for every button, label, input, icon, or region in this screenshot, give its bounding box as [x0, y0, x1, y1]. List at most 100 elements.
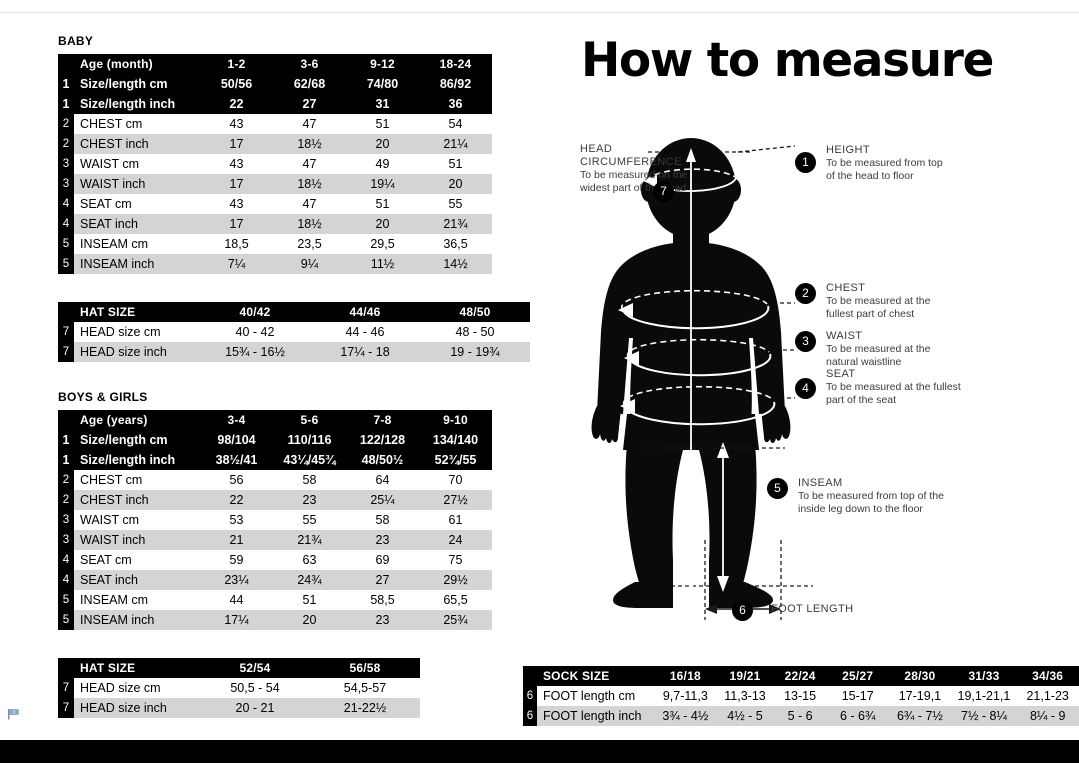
annotation-desc-line2: natural waistline: [826, 355, 902, 368]
table-row: 3 WAIST inch 17 18½ 19¼ 20: [58, 174, 492, 194]
value-cell: 17: [200, 134, 273, 154]
column-header-label: Age (month): [74, 54, 200, 74]
value-cell: 65,5: [419, 590, 492, 610]
table-row: 5 INSEAM cm 18,5 23,5 29,5 36,5: [58, 234, 492, 254]
annotation-height: HEIGHT To be measured from top of the he…: [826, 144, 976, 182]
value-cell: 23,5: [273, 234, 346, 254]
value-cell: 40 - 42: [200, 322, 310, 342]
row-number-cell: 7: [58, 322, 74, 342]
column-header-cell: 3-4: [200, 410, 273, 430]
column-header-cell: 52/54: [200, 658, 310, 678]
value-cell: 20: [419, 174, 492, 194]
table-row: 5 INSEAM cm 44 51 58,5 65,5: [58, 590, 492, 610]
column-header-label: HAT SIZE: [74, 302, 200, 322]
value-cell: 21¾: [273, 530, 346, 550]
badge-5: 5: [767, 478, 788, 499]
value-cell: 31: [346, 94, 419, 114]
column-header-cell: 48/50: [420, 302, 530, 322]
value-cell: 23: [346, 530, 419, 550]
top-divider: [0, 12, 1079, 13]
row-label-cell: CHEST inch: [74, 134, 200, 154]
column-header-cell: 16/18: [653, 666, 717, 686]
value-cell: 64: [346, 470, 419, 490]
value-cell: 53: [200, 510, 273, 530]
column-header-cell: 18-24: [419, 54, 492, 74]
value-cell: 17¼: [200, 610, 273, 630]
row-number-cell: 3: [58, 174, 74, 194]
value-cell: 24: [419, 530, 492, 550]
tables-column: BABY Age (month) 1-2 3-6 9-12 18-24 1 Size/len…: [58, 34, 538, 718]
column-header-cell: 31/33: [951, 666, 1017, 686]
row-label-cell: Size/length cm: [74, 74, 200, 94]
value-cell: 70: [419, 470, 492, 490]
value-cell: 54,5-57: [310, 678, 420, 698]
column-header-cell: 40/42: [200, 302, 310, 322]
annotation-desc-line2: of the head to floor: [826, 169, 914, 182]
row-label-cell: CHEST inch: [74, 490, 200, 510]
badge-6: 6: [732, 600, 753, 621]
value-cell: 50,5 - 54: [200, 678, 310, 698]
row-label-cell: HEAD size cm: [74, 678, 200, 698]
row-label-cell: HEAD size cm: [74, 322, 200, 342]
annotation-head-circumference: HEAD CIRCUMFERENCE To be measured on the…: [580, 143, 715, 194]
value-cell: 21-22½: [310, 698, 420, 718]
table-row: 4 SEAT inch 23¼ 24¾ 27 29½: [58, 570, 492, 590]
column-header-cell: 56/58: [310, 658, 420, 678]
value-cell: 36: [419, 94, 492, 114]
column-header-cell: 19/21: [716, 666, 774, 686]
row-label-cell: WAIST inch: [74, 530, 200, 550]
table-row: 7 HEAD size inch 20 - 21 21-22½: [58, 698, 420, 718]
annotation-desc-line2: widest part of the head: [580, 181, 687, 194]
value-cell: 20: [346, 214, 419, 234]
row-label-cell: HEAD size inch: [74, 698, 200, 718]
baby-section-title: BABY: [58, 34, 94, 48]
value-cell: 58: [273, 470, 346, 490]
value-cell: 20: [273, 610, 346, 630]
column-header-label: HAT SIZE: [74, 658, 200, 678]
row-number-cell: 3: [58, 530, 74, 550]
value-cell: 47: [273, 194, 346, 214]
column-header-cell: 5-6: [273, 410, 346, 430]
value-cell: 25¾: [419, 610, 492, 630]
value-cell: 56: [200, 470, 273, 490]
value-cell: 14½: [419, 254, 492, 274]
waist-measure-band: [624, 338, 772, 377]
value-cell: 74/80: [346, 74, 419, 94]
table-row: 1 Size/length cm 98/104 110/116 122/128 134/1…: [58, 430, 492, 450]
row-number-cell: 1: [58, 94, 74, 114]
table-row: 1 Size/length inch 38½/41 43¼/45¾ 48/50½ 52¾/…: [58, 450, 492, 470]
value-cell: 36,5: [419, 234, 492, 254]
row-number-cell: 7: [58, 678, 74, 698]
value-cell: 134/140: [419, 430, 492, 450]
row-label-cell: WAIST cm: [74, 510, 200, 530]
table-row: 2 CHEST inch 22 23 25¼ 27½: [58, 490, 492, 510]
value-cell: 5 - 6: [773, 706, 828, 726]
body-measurement-diagram: [591, 138, 813, 620]
value-cell: 51: [346, 114, 419, 134]
table-row: 4 SEAT inch 17 18½ 20 21¾: [58, 214, 492, 234]
value-cell: 17¼ - 18: [310, 342, 420, 362]
row-label-cell: Size/length inch: [74, 94, 200, 114]
value-cell: 27: [273, 94, 346, 114]
column-header-cell: 7-8: [346, 410, 419, 430]
value-cell: 6 - 6¾: [827, 706, 889, 726]
value-cell: 13-15: [773, 686, 828, 706]
value-cell: 49: [346, 154, 419, 174]
value-cell: 19,1-21,1: [951, 686, 1017, 706]
value-cell: 43¼/45¾: [273, 450, 346, 470]
table-row: 6 FOOT length cm 9,7-11,3 11,3-13 13-15 15-17…: [523, 686, 1079, 706]
row-number-cell: 1: [58, 450, 74, 470]
table-row: 5 INSEAM inch 7¼ 9¼ 11½ 14½: [58, 254, 492, 274]
row-number-cell: [58, 54, 74, 74]
value-cell: 69: [346, 550, 419, 570]
value-cell: 25¼: [346, 490, 419, 510]
value-cell: 17-19,1: [888, 686, 952, 706]
table-header-row: HAT SIZE 40/42 44/46 48/50: [58, 302, 530, 322]
table-row: 2 CHEST inch 17 18½ 20 21¼: [58, 134, 492, 154]
row-label-cell: FOOT length cm: [536, 686, 654, 706]
value-cell: 3¾ - 4½: [653, 706, 717, 726]
value-cell: 20 - 21: [200, 698, 310, 718]
flag-icon[interactable]: [6, 706, 22, 722]
row-number-cell: 5: [58, 234, 74, 254]
